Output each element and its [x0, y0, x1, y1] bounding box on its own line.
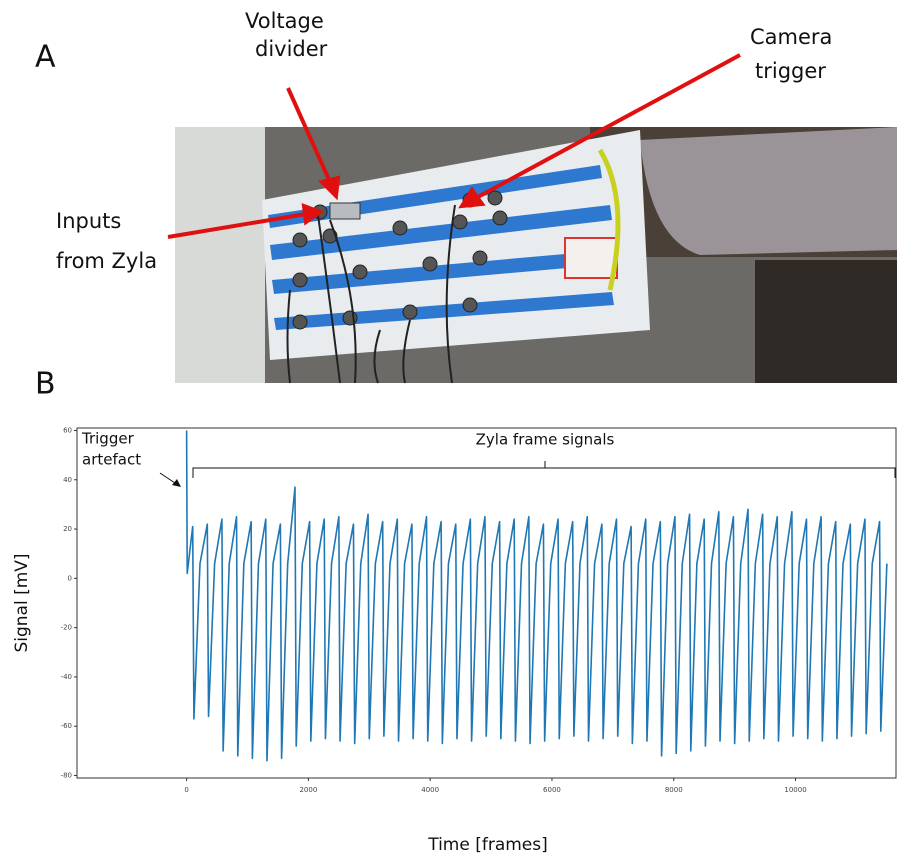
annotation: Trigger: [81, 430, 135, 448]
signal-line: [187, 430, 887, 760]
y-axis-label: Signal [mV]: [12, 553, 32, 652]
y-tick-label: 20: [63, 525, 72, 533]
y-tick-label: -80: [61, 772, 72, 780]
y-tick-label: -60: [61, 722, 72, 730]
figure: A Voltage divider Camera trigger Inputs …: [0, 0, 897, 857]
y-tick-label: -40: [61, 673, 72, 681]
annotation: Camera: [750, 25, 832, 49]
annotation: artefact: [82, 451, 141, 469]
annotation: from Zyla: [56, 249, 157, 273]
x-axis-label: Time [frames]: [427, 835, 548, 855]
x-tick-label: 4000: [421, 786, 439, 794]
panel-label: B: [35, 367, 56, 402]
y-tick-label: 60: [63, 426, 72, 434]
x-tick-label: 2000: [299, 786, 317, 794]
annotation: Inputs: [56, 209, 121, 233]
bracket: [193, 461, 895, 478]
x-tick-label: 0: [184, 786, 188, 794]
x-tick-label: 6000: [543, 786, 561, 794]
y-tick-label: -20: [61, 624, 72, 632]
panel-label: A: [35, 40, 56, 75]
annotation: Zyla frame signals: [476, 431, 615, 449]
x-tick-label: 10000: [784, 786, 806, 794]
annotation-arrow: [172, 479, 181, 487]
y-tick-label: 0: [68, 574, 72, 582]
annotation: Voltage: [245, 9, 324, 33]
annotation: divider: [255, 37, 328, 61]
y-tick-label: 40: [63, 476, 72, 484]
x-tick-label: 8000: [665, 786, 683, 794]
annotation: trigger: [755, 59, 826, 83]
